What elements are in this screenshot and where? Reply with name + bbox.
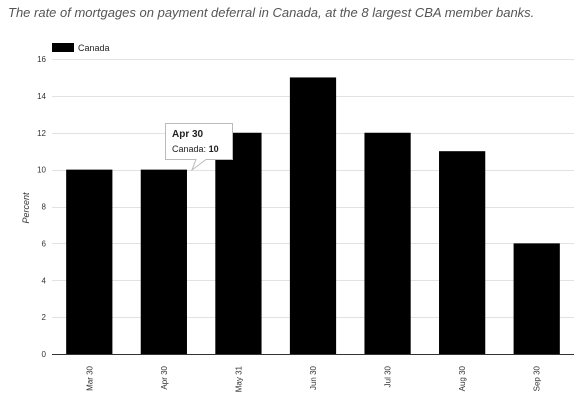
y-tick-label: 12 (37, 129, 46, 138)
legend[interactable]: Canada (52, 43, 110, 53)
chart-title: The rate of mortgages on payment deferra… (8, 5, 535, 20)
bar[interactable] (215, 132, 262, 354)
bar[interactable] (513, 243, 560, 354)
y-tick-label: 14 (37, 92, 46, 101)
tooltip: Apr 30 Canada: 10 (165, 123, 233, 172)
legend-swatch (52, 43, 74, 52)
tooltip-box (165, 123, 233, 172)
x-tick-label: Apr 30 (160, 365, 169, 389)
tooltip-title: Apr 30 (172, 129, 204, 140)
y-tick-label: 8 (42, 203, 47, 212)
y-axis-label: Percent (21, 192, 31, 224)
x-tick-label: Mar 30 (85, 365, 94, 390)
x-tick-label: Jul 30 (384, 365, 393, 387)
x-tick-label: Jun 30 (309, 365, 318, 390)
y-tick-label: 0 (42, 350, 47, 359)
bar[interactable] (439, 151, 486, 354)
tooltip-body: Canada: 10 (172, 144, 219, 154)
bar[interactable] (289, 77, 337, 354)
y-tick-label: 6 (42, 239, 47, 248)
legend-label: Canada (78, 43, 110, 53)
y-tick-label: 2 (42, 313, 47, 322)
bar[interactable] (66, 169, 113, 354)
y-tick-label: 4 (42, 276, 47, 285)
tooltip-value: 10 (209, 144, 219, 154)
x-axis-ticks: Mar 30 Apr 30 May 31 Jun 30 Jul 30 Aug 30 Sep … (85, 365, 541, 392)
bar[interactable] (140, 169, 187, 354)
tooltip-separator: : (204, 144, 207, 154)
y-axis-ticks: 0 2 4 6 8 10 12 14 16 (37, 55, 46, 359)
y-tick-label: 16 (37, 55, 46, 64)
bars (66, 77, 560, 354)
bar[interactable] (364, 132, 411, 354)
x-tick-label: Sep 30 (533, 365, 542, 391)
y-tick-label: 10 (37, 166, 46, 175)
tooltip-series: Canada (172, 144, 204, 154)
x-tick-label: May 31 (234, 365, 243, 392)
x-tick-label: Aug 30 (458, 365, 467, 391)
